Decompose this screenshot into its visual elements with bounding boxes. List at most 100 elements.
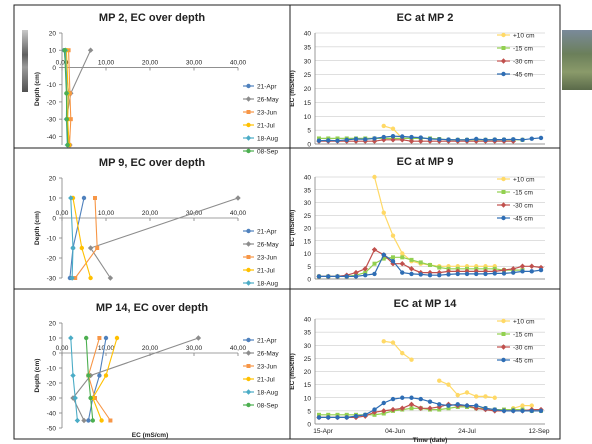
time-y-tick-label: 5 bbox=[307, 408, 311, 415]
time-point bbox=[455, 392, 460, 398]
depth-point bbox=[95, 246, 100, 250]
time-point bbox=[362, 266, 368, 272]
time-point bbox=[317, 136, 321, 141]
time-point bbox=[418, 260, 423, 265]
depth-point bbox=[97, 336, 102, 340]
time-chart-title: EC at MP 9 bbox=[397, 156, 454, 168]
time-point bbox=[409, 357, 414, 362]
time-point bbox=[353, 274, 359, 279]
depth-legend-label: 08-Sep bbox=[257, 149, 278, 156]
depth-point bbox=[64, 91, 69, 96]
time-point bbox=[335, 415, 340, 420]
time-y-tick-label: 25 bbox=[304, 72, 312, 79]
depth-y-tick-label: 0 bbox=[52, 65, 56, 72]
depth-legend-marker bbox=[246, 376, 251, 382]
depth-legend-label: 18-Aug bbox=[257, 390, 278, 397]
time-point bbox=[492, 137, 497, 142]
depth-legend-label: 08-Sep bbox=[257, 403, 278, 410]
depth-series-line bbox=[92, 337, 118, 421]
time-point bbox=[400, 350, 405, 356]
depth-y-tick-label: 20 bbox=[49, 31, 57, 38]
time-point bbox=[390, 258, 396, 264]
depth-legend-marker bbox=[245, 96, 252, 102]
time-y-tick-label: 20 bbox=[304, 369, 312, 376]
depth-legend-label: 21-Apr bbox=[257, 84, 277, 91]
depth-series-line bbox=[72, 337, 199, 421]
time-y-tick-label: 0 bbox=[307, 142, 311, 149]
time-point bbox=[446, 272, 451, 277]
depth-x-tick-label: 10,00 bbox=[98, 59, 115, 66]
time-legend-label: -15 cm bbox=[513, 190, 533, 197]
time-legend-label: +10 cm bbox=[513, 319, 535, 326]
depth-legend-marker bbox=[246, 228, 251, 234]
time-point bbox=[483, 394, 488, 399]
depth-point bbox=[73, 276, 78, 280]
depth-point bbox=[69, 275, 75, 281]
time-point bbox=[372, 136, 377, 141]
time-point bbox=[520, 137, 525, 143]
depth-legend-marker bbox=[246, 337, 251, 343]
depth-point bbox=[68, 117, 73, 122]
time-legend-marker bbox=[501, 71, 506, 77]
depth-point bbox=[64, 116, 70, 122]
time-legend-marker bbox=[501, 357, 506, 363]
time-y-tick-label: 25 bbox=[304, 213, 312, 220]
time-point bbox=[372, 174, 377, 180]
depth-x-tick-label: 20,00 bbox=[142, 210, 159, 217]
depth-point bbox=[87, 245, 94, 251]
depth-series-line bbox=[87, 337, 111, 421]
time-y-tick-label: 35 bbox=[304, 44, 312, 51]
depth-series-line bbox=[64, 50, 69, 146]
depth-point bbox=[235, 195, 241, 201]
time-point bbox=[418, 272, 423, 277]
time-point bbox=[501, 137, 507, 142]
depth-series-line bbox=[68, 50, 72, 146]
time-y-axis-label: EC (mS/cm) bbox=[289, 70, 296, 106]
time-point bbox=[492, 395, 497, 400]
time-point bbox=[400, 134, 405, 139]
time-legend-marker bbox=[501, 190, 506, 194]
depth-point bbox=[88, 395, 93, 401]
depth-legend-label: 23-Jun bbox=[257, 110, 277, 117]
time-point bbox=[353, 269, 359, 276]
time-point bbox=[400, 395, 405, 400]
time-legend-label: +10 cm bbox=[513, 33, 535, 40]
time-point bbox=[390, 396, 396, 402]
depth-chart-title: MP 9, EC over depth bbox=[99, 157, 205, 169]
time-point bbox=[371, 246, 378, 253]
time-point bbox=[455, 137, 460, 143]
time-point bbox=[326, 415, 331, 420]
time-point bbox=[464, 403, 470, 408]
depth-point bbox=[107, 275, 114, 281]
time-point bbox=[464, 271, 470, 277]
time-y-tick-label: 30 bbox=[304, 58, 312, 65]
depth-x-tick-label: 0,00 bbox=[56, 345, 69, 352]
time-point bbox=[437, 137, 442, 142]
time-y-tick-label: 15 bbox=[304, 382, 312, 389]
time-point bbox=[344, 415, 349, 420]
time-point bbox=[344, 274, 349, 279]
time-point bbox=[381, 400, 386, 406]
time-legend-label: -30 cm bbox=[513, 203, 533, 210]
time-point bbox=[446, 403, 451, 408]
time-point bbox=[437, 265, 442, 270]
time-point bbox=[483, 271, 488, 277]
time-point bbox=[474, 403, 479, 408]
time-legend-label: -45 cm bbox=[513, 72, 533, 79]
depth-legend-marker bbox=[246, 122, 251, 128]
depth-point bbox=[88, 275, 93, 281]
time-point bbox=[492, 271, 497, 276]
time-point bbox=[400, 270, 405, 275]
time-x-axis-label: Time (date) bbox=[413, 437, 448, 444]
depth-legend-marker bbox=[246, 267, 251, 273]
depth-point bbox=[81, 417, 87, 424]
time-point bbox=[464, 390, 470, 395]
time-legend-marker bbox=[500, 202, 507, 208]
depth-x-tick-label: 30,00 bbox=[186, 345, 203, 352]
time-point bbox=[446, 406, 451, 411]
panel-time-0 bbox=[289, 4, 561, 149]
time-point bbox=[316, 138, 322, 143]
time-point bbox=[390, 340, 396, 345]
time-chart-title: EC at MP 2 bbox=[397, 12, 454, 24]
depth-point bbox=[81, 195, 87, 201]
